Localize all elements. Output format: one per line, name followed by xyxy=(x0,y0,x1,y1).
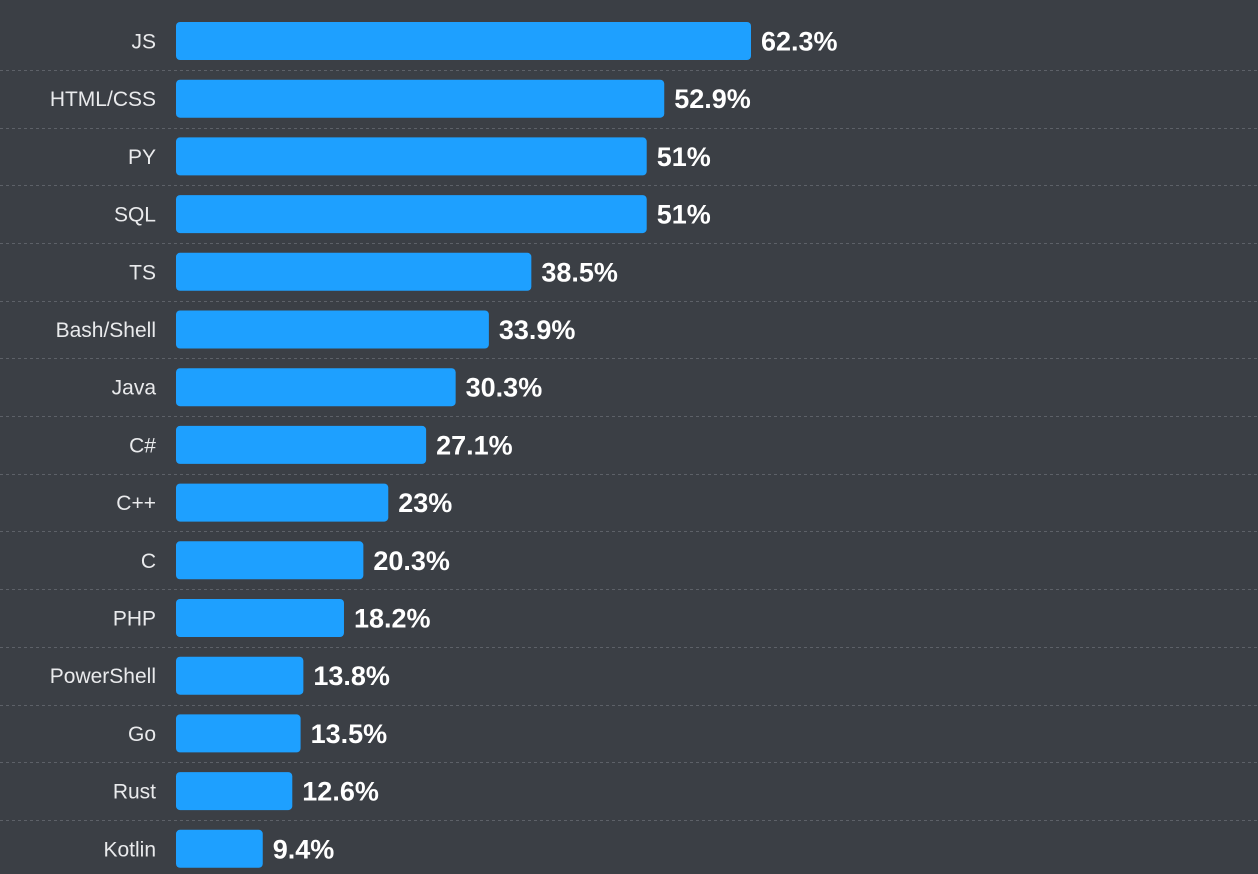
category-label-kotlin: Kotlin xyxy=(103,838,156,861)
category-label-sql: SQL xyxy=(114,204,156,227)
bar-bash-shell xyxy=(176,310,489,349)
bars-group xyxy=(176,22,751,868)
bar-c-sharp xyxy=(176,425,427,464)
value-label-js: 62.3% xyxy=(761,27,838,57)
category-label-php: PHP xyxy=(113,608,156,631)
bar-kotlin xyxy=(176,829,263,868)
value-label-java: 30.3% xyxy=(466,373,543,403)
value-label-c: 20.3% xyxy=(373,546,450,576)
category-label-py: PY xyxy=(128,146,156,169)
value-label-php: 18.2% xyxy=(354,604,431,634)
value-label-kotlin: 9.4% xyxy=(273,834,335,864)
bar-c xyxy=(176,541,364,580)
value-label-go: 13.5% xyxy=(311,719,388,749)
category-label-bash-shell: Bash/Shell xyxy=(56,319,156,342)
bar-js xyxy=(176,22,751,60)
category-label-java: Java xyxy=(112,377,157,400)
value-label-bash-shell: 33.9% xyxy=(499,315,576,345)
bar-java xyxy=(176,368,456,407)
value-labels: 62.3% 52.9% 51% 51% 38.5% 33.9% 30.3% 27.1% 23% 2… xyxy=(273,27,838,865)
bar-go xyxy=(176,714,301,753)
category-label-html-css: HTML/CSS xyxy=(50,88,156,111)
category-label-c-sharp: C# xyxy=(129,434,156,457)
bar-ts xyxy=(176,252,532,291)
category-label-ts: TS xyxy=(129,261,156,284)
category-label-powershell: PowerShell xyxy=(50,665,156,688)
category-label-js: JS xyxy=(131,31,156,54)
value-label-html-css: 52.9% xyxy=(674,84,751,114)
value-label-powershell: 13.8% xyxy=(313,661,390,691)
value-label-sql: 51% xyxy=(657,200,711,230)
bar-sql xyxy=(176,195,647,234)
value-label-py: 51% xyxy=(657,142,711,172)
category-label-c-plus-plus: C++ xyxy=(116,492,156,515)
category-label-c: C xyxy=(141,550,156,573)
category-label-go: Go xyxy=(128,723,156,746)
bar-rust xyxy=(176,772,293,811)
value-label-c-sharp: 27.1% xyxy=(436,430,513,460)
category-label-rust: Rust xyxy=(113,781,156,804)
bar-c-plus-plus xyxy=(176,483,389,522)
value-label-c-plus-plus: 23% xyxy=(398,488,452,518)
bar-py xyxy=(176,137,647,176)
bar-html-css xyxy=(176,79,665,118)
bar-powershell xyxy=(176,656,304,695)
bar-php xyxy=(176,599,344,637)
category-labels: JS HTML/CSS PY SQL TS Bash/Shell Java C# C++ C PHP… xyxy=(50,31,157,862)
value-label-ts: 38.5% xyxy=(541,257,618,287)
value-label-rust: 12.6% xyxy=(302,777,379,807)
